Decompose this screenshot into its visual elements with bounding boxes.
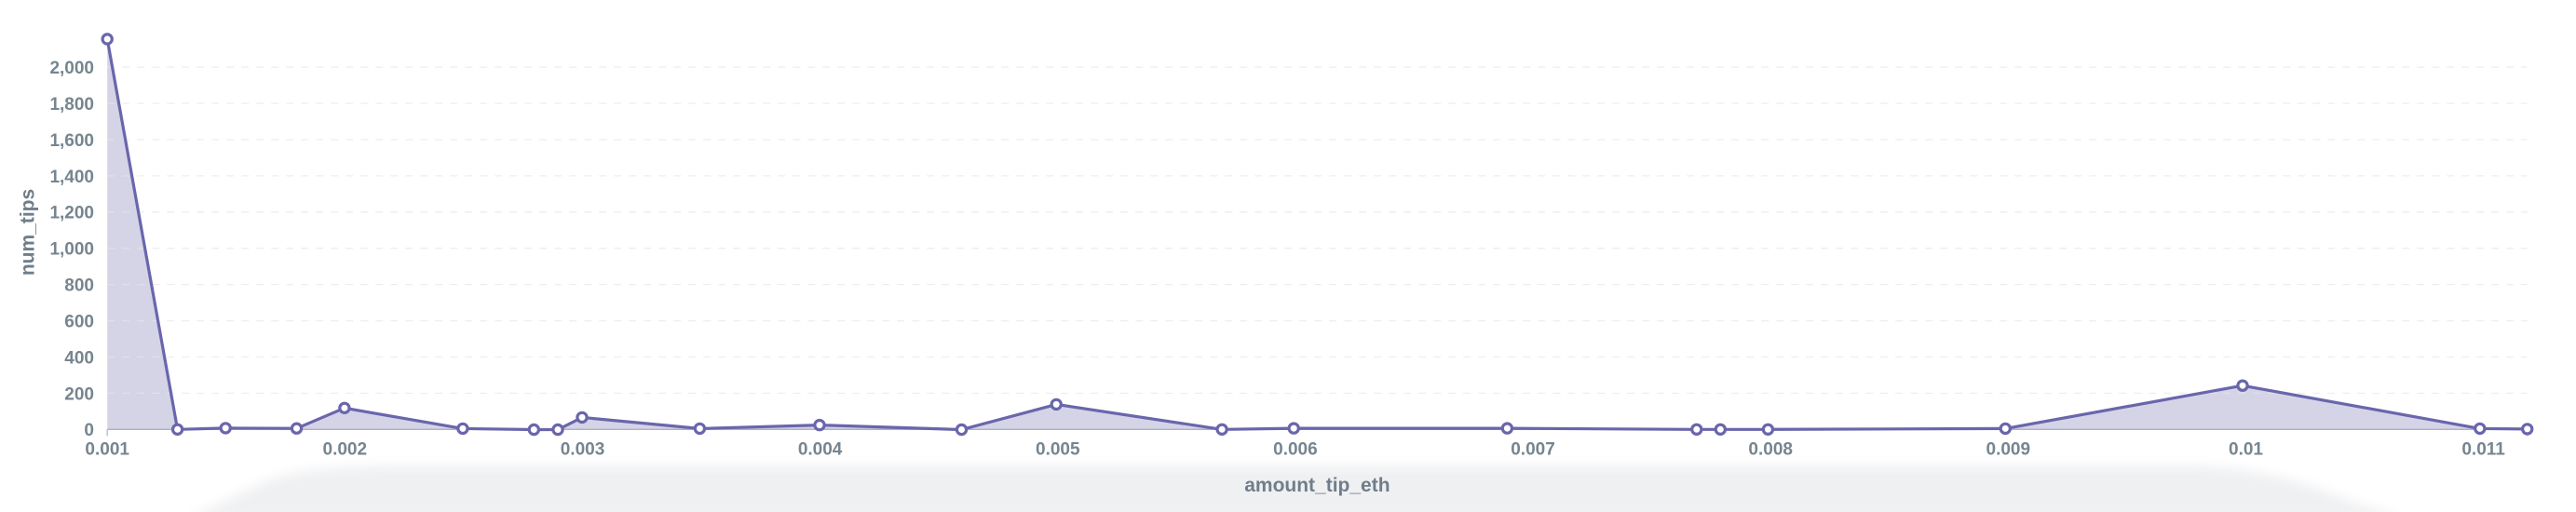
svg-text:0.001: 0.001 — [85, 439, 129, 459]
svg-text:0.009: 0.009 — [1986, 439, 2031, 459]
svg-text:0.011: 0.011 — [2461, 439, 2505, 459]
svg-text:1,400: 1,400 — [49, 168, 94, 187]
svg-text:600: 600 — [64, 313, 94, 332]
svg-text:0.01: 0.01 — [2229, 439, 2263, 459]
svg-text:200: 200 — [64, 384, 94, 404]
svg-text:0.004: 0.004 — [798, 439, 843, 459]
svg-text:400: 400 — [64, 348, 94, 368]
svg-text:0.008: 0.008 — [1748, 439, 1793, 459]
svg-text:0.007: 0.007 — [1511, 439, 1555, 459]
svg-text:0: 0 — [84, 421, 94, 440]
svg-text:1,000: 1,000 — [49, 240, 94, 260]
svg-text:1,800: 1,800 — [49, 95, 94, 115]
svg-text:0.005: 0.005 — [1036, 439, 1080, 459]
svg-text:2,000: 2,000 — [49, 59, 94, 78]
svg-text:1,600: 1,600 — [49, 131, 94, 151]
svg-text:amount_tip_eth: amount_tip_eth — [1244, 475, 1390, 496]
svg-text:800: 800 — [64, 276, 94, 296]
svg-text:1,200: 1,200 — [49, 204, 94, 223]
svg-text:0.006: 0.006 — [1273, 439, 1318, 459]
svg-text:0.003: 0.003 — [561, 439, 605, 459]
svg-text:0.002: 0.002 — [323, 439, 368, 459]
svg-text:num_tips: num_tips — [17, 189, 38, 276]
